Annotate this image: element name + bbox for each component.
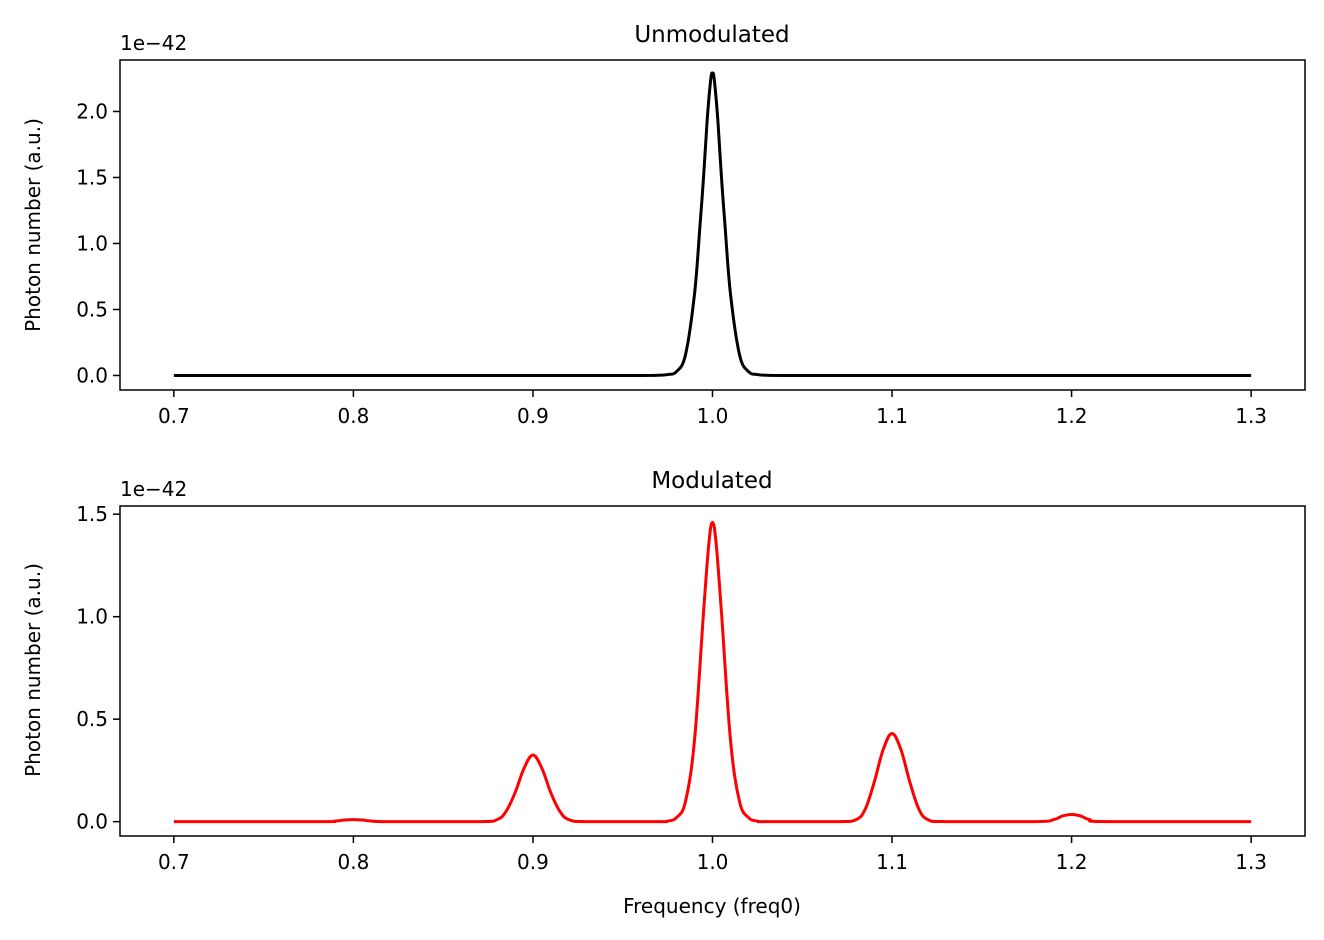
x-tick-label: 0.9 <box>517 404 549 428</box>
y-tick-label: 1.0 <box>76 231 108 255</box>
y-offset-label: 1e−42 <box>120 477 187 501</box>
y-offset-label: 1e−42 <box>120 31 187 55</box>
x-tick-label: 1.3 <box>1235 404 1267 428</box>
x-tick-label: 0.8 <box>338 850 370 874</box>
y-tick-label: 0.0 <box>76 363 108 387</box>
y-tick-label: 1.5 <box>76 165 108 189</box>
series-line <box>173 520 1252 824</box>
x-tick-label: 1.0 <box>697 850 729 874</box>
x-tick-label: 1.2 <box>1056 850 1088 874</box>
series-line <box>173 71 1252 377</box>
x-ticks: 0.7 0.8 0.9 1.0 1.1 1.2 1.3 <box>158 836 1267 874</box>
chart-title: Unmodulated <box>634 22 789 48</box>
axes-frame <box>119 505 1306 837</box>
y-tick-label: 0.5 <box>76 297 108 321</box>
axes-frame <box>119 59 1306 391</box>
x-tick-label: 1.2 <box>1056 404 1088 428</box>
x-tick-label: 1.1 <box>876 850 908 874</box>
x-tick-label: 1.0 <box>697 404 729 428</box>
subplot-unmodulated: Unmodulated 1e−42 Photon number (a.u.) 0… <box>21 22 1306 428</box>
chart-title: Modulated <box>651 468 772 494</box>
y-tick-label: 1.0 <box>76 605 108 629</box>
y-tick-label: 1.5 <box>76 502 108 526</box>
x-tick-label: 0.9 <box>517 850 549 874</box>
y-axis-label: Photon number (a.u.) <box>21 118 45 332</box>
y-tick-label: 0.0 <box>76 810 108 834</box>
y-ticks: 0.0 0.5 1.0 1.5 2.0 <box>76 99 120 387</box>
x-tick-label: 1.3 <box>1235 850 1267 874</box>
subplot-modulated: Modulated 1e−42 Photon number (a.u.) Fre… <box>21 468 1306 918</box>
x-tick-label: 1.1 <box>876 404 908 428</box>
x-axis-label: Frequency (freq0) <box>623 894 801 918</box>
x-tick-label: 0.7 <box>158 850 190 874</box>
x-ticks: 0.7 0.8 0.9 1.0 1.1 1.2 1.3 <box>158 390 1267 428</box>
x-tick-label: 0.8 <box>338 404 370 428</box>
x-tick-label: 0.7 <box>158 404 190 428</box>
y-axis-label: Photon number (a.u.) <box>21 563 45 777</box>
y-tick-label: 2.0 <box>76 99 108 123</box>
y-tick-label: 0.5 <box>76 707 108 731</box>
y-ticks: 0.0 0.5 1.0 1.5 <box>76 502 120 834</box>
